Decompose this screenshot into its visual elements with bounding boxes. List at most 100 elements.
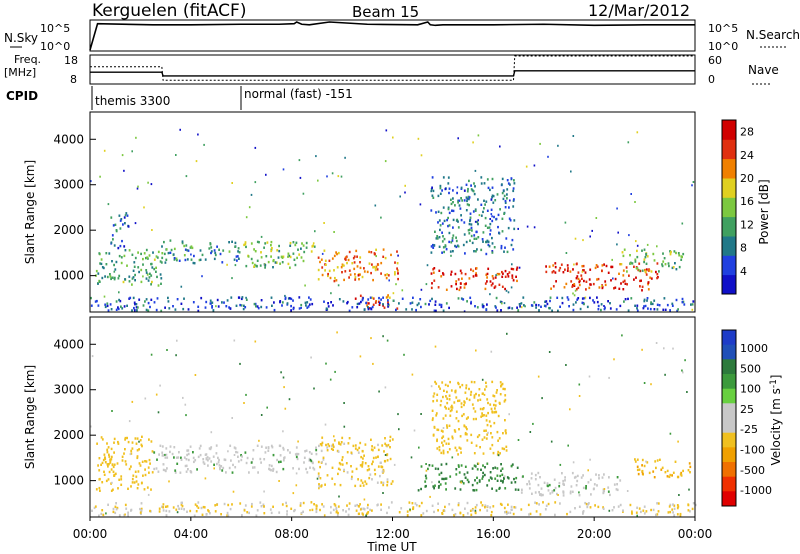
data-cell: [360, 455, 363, 459]
data-cell: [582, 264, 585, 268]
data-cell: [401, 289, 404, 292]
data-cell: [304, 284, 306, 287]
data-cell: [432, 196, 435, 199]
data-cell: [585, 280, 588, 283]
data-cell: [255, 514, 258, 517]
data-cell: [136, 306, 139, 309]
data-cell: [420, 465, 423, 468]
data-cell: [97, 464, 99, 467]
data-cell: [278, 480, 280, 482]
data-cell: [425, 477, 428, 480]
data-cell: [656, 273, 659, 276]
data-cell: [317, 472, 320, 475]
data-cell: [332, 448, 334, 451]
data-cell: [650, 383, 652, 386]
data-cell: [176, 298, 179, 301]
data-cell: [375, 456, 377, 459]
data-cell: [411, 301, 414, 304]
data-cell: [253, 302, 256, 306]
data-cell: [464, 272, 467, 276]
data-cell: [539, 476, 541, 479]
data-cell: [216, 462, 218, 466]
data-cell: [504, 246, 506, 249]
data-cell: [479, 446, 481, 449]
data-cell: [528, 513, 530, 516]
data-cell: [457, 464, 460, 467]
data-cell: [161, 451, 164, 454]
data-cell: [317, 278, 320, 281]
data-cell: [641, 289, 643, 292]
data-cell: [175, 154, 177, 156]
data-cell: [331, 466, 334, 469]
data-cell: [591, 229, 593, 232]
data-cell: [124, 513, 126, 516]
data-cell: [288, 297, 291, 300]
data-cell: [165, 453, 168, 456]
data-cell: [316, 477, 319, 480]
data-cell: [430, 286, 433, 290]
data-cell: [636, 244, 639, 247]
colorbar-tick-label: -25: [740, 423, 758, 436]
data-cell: [220, 513, 222, 516]
data-cell: [359, 355, 362, 358]
data-cell: [442, 449, 445, 452]
data-cell: [321, 503, 323, 506]
data-cell: [159, 273, 162, 276]
data-cell: [689, 471, 691, 474]
data-cell: [694, 503, 697, 507]
data-cell: [457, 201, 459, 204]
data-cell: [380, 465, 383, 468]
data-cell: [187, 308, 190, 311]
data-cell: [495, 306, 497, 309]
data-cell: [390, 482, 393, 485]
data-cell: [250, 461, 253, 464]
data-cell: [398, 511, 401, 514]
data-cell: [520, 302, 523, 305]
data-cell: [101, 438, 104, 441]
data-cell: [485, 419, 488, 422]
data-cell: [640, 279, 642, 282]
data-cell: [692, 181, 695, 183]
data-cell: [656, 308, 659, 311]
data-cell: [343, 402, 345, 404]
data-cell: [354, 484, 357, 488]
data-cell: [636, 309, 639, 312]
data-cell: [359, 441, 362, 445]
data-cell: [581, 297, 584, 300]
data-cell: [302, 192, 305, 195]
data-cell: [113, 451, 115, 454]
data-cell: [589, 268, 592, 271]
data-cell: [353, 261, 356, 264]
data-cell: [582, 269, 584, 272]
data-cell: [494, 276, 497, 279]
colorbar-swatch: [722, 359, 736, 375]
data-cell: [519, 305, 521, 308]
data-cell: [173, 456, 175, 459]
data-cell: [470, 300, 472, 303]
data-cell: [282, 376, 285, 379]
data-cell: [181, 241, 184, 245]
data-cell: [483, 393, 486, 396]
data-cell: [100, 258, 103, 261]
data-cell: [174, 471, 177, 474]
data-cell: [267, 260, 270, 264]
data-cell: [582, 486, 585, 490]
data-cell: [367, 511, 370, 514]
data-cell: [596, 484, 598, 487]
data-cell: [521, 488, 523, 491]
data-cell: [218, 248, 220, 251]
data-cell: [329, 511, 332, 514]
data-cell: [486, 280, 488, 283]
data-cell: [382, 483, 385, 487]
data-cell: [155, 467, 158, 470]
data-cell: [459, 286, 462, 289]
data-cell: [476, 248, 478, 251]
data-cell: [431, 282, 433, 285]
data-cell: [370, 307, 373, 311]
data-cell: [255, 305, 257, 308]
data-cell: [133, 265, 136, 268]
data-cell: [513, 198, 515, 201]
data-cell: [438, 480, 440, 484]
data-cell: [265, 173, 267, 176]
data-cell: [420, 305, 422, 309]
